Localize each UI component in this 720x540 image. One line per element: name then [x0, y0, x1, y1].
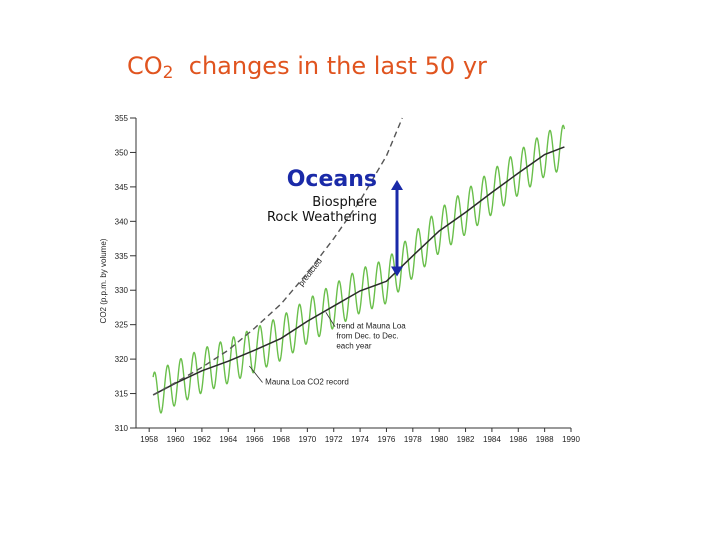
y-tick: 340 — [115, 217, 136, 226]
y-axis-label: CO2 (p.p.m. by volume) — [99, 238, 108, 323]
x-tick: 1958 — [140, 428, 159, 444]
x-tick-label: 1986 — [509, 435, 527, 444]
x-tick-label: 1976 — [378, 435, 396, 444]
x-tick-label: 1958 — [140, 435, 158, 444]
y-tick: 350 — [115, 148, 136, 157]
y-tick: 325 — [115, 321, 136, 330]
x-tick-label: 1978 — [404, 435, 422, 444]
x-tick-label: 1968 — [272, 435, 290, 444]
arrow-head-up — [391, 180, 403, 190]
y-tick: 330 — [115, 286, 136, 295]
y-tick: 345 — [115, 183, 136, 192]
rock-weathering-label: Rock Weathering — [267, 210, 377, 225]
trend-label: trend at Mauna Loa — [336, 322, 406, 331]
x-tick: 1968 — [272, 428, 290, 444]
record-label: Mauna Loa CO2 record — [265, 378, 349, 387]
trend-leader — [325, 312, 336, 327]
x-tick: 1970 — [298, 428, 317, 444]
oceans-label: Oceans — [287, 167, 377, 192]
x-tick-label: 1964 — [219, 435, 237, 444]
biosphere-label: Biosphere — [312, 195, 377, 210]
y-tick-label: 320 — [115, 355, 129, 364]
x-tick-label: 1970 — [298, 435, 316, 444]
y-tick-label: 340 — [115, 217, 129, 226]
y-tick-label: 335 — [115, 252, 129, 261]
seasonal-co2-line — [152, 124, 566, 414]
x-tick-label: 1960 — [167, 435, 185, 444]
x-tick: 1978 — [404, 428, 422, 444]
x-tick: 1974 — [351, 428, 370, 444]
x-tick: 1982 — [457, 428, 475, 444]
x-tick-label: 1974 — [351, 435, 369, 444]
x-tick-label: 1982 — [457, 435, 475, 444]
x-tick: 1990 — [562, 428, 580, 444]
x-tick: 1962 — [193, 428, 211, 444]
y-tick: 355 — [115, 114, 136, 123]
trend-line — [152, 146, 565, 396]
title-rest: changes in the last 50 yr — [188, 52, 487, 80]
x-tick-label: 1980 — [430, 435, 448, 444]
trend-label: from Dec. to Dec. — [336, 332, 398, 341]
y-tick: 320 — [115, 355, 136, 364]
y-tick-label: 325 — [115, 321, 129, 330]
x-tick: 1986 — [509, 428, 528, 444]
y-tick-label: 330 — [115, 286, 129, 295]
x-tick-label: 1990 — [562, 435, 580, 444]
page-title: CO2 changes in the last 50 yr — [127, 52, 487, 83]
x-tick: 1964 — [219, 428, 238, 444]
x-tick-label: 1962 — [193, 435, 211, 444]
arrow-head-down — [391, 266, 403, 277]
x-tick: 1980 — [430, 428, 449, 444]
x-tick: 1984 — [483, 428, 501, 444]
title-subscript: 2 — [162, 63, 174, 83]
x-tick: 1960 — [167, 428, 185, 444]
y-tick-label: 315 — [115, 390, 129, 399]
y-tick: 315 — [115, 390, 136, 399]
y-tick: 335 — [115, 252, 136, 261]
x-tick-label: 1972 — [325, 435, 343, 444]
chart-axes: 310 315 320 325 330 335 340 345 350 355 1958 1960 19… — [99, 114, 580, 444]
predicted-label: predicted — [297, 257, 324, 288]
x-tick-label: 1966 — [246, 435, 264, 444]
record-leader — [249, 365, 263, 383]
y-tick-label: 355 — [115, 114, 129, 123]
y-tick: 310 — [115, 424, 136, 433]
chart-series — [152, 117, 566, 414]
x-tick-label: 1984 — [483, 435, 501, 444]
y-tick-label: 350 — [115, 148, 129, 157]
trend-label: each year — [336, 342, 371, 351]
x-tick: 1966 — [246, 428, 264, 444]
y-tick-label: 345 — [115, 183, 129, 192]
y-tick-label: 310 — [115, 424, 129, 433]
x-tick-label: 1988 — [536, 435, 554, 444]
x-tick: 1972 — [325, 428, 343, 444]
title-co: CO — [127, 52, 163, 80]
x-tick: 1988 — [536, 428, 554, 444]
predicted-line — [152, 117, 403, 396]
x-tick: 1976 — [378, 428, 396, 444]
